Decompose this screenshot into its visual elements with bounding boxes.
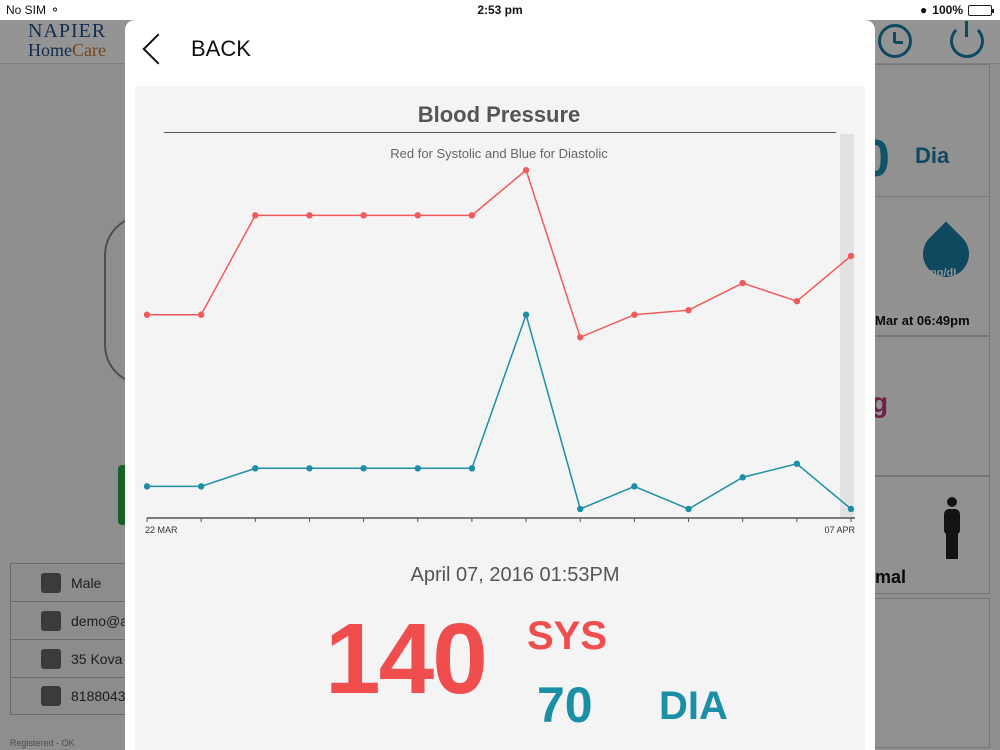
carrier-label: No SIM	[6, 3, 47, 17]
diastolic-point[interactable]	[631, 483, 638, 490]
status-bar: No SIM ⚬ 2:53 pm ● 100%	[0, 0, 1000, 20]
chart-panel: Blood Pressure Red for Systolic and Blue…	[135, 86, 865, 750]
glucose-date: Mar at 06:49pm	[875, 313, 970, 328]
x-tick-label-last: 07 APR	[824, 525, 855, 535]
diastolic-point[interactable]	[360, 465, 367, 472]
systolic-point[interactable]	[847, 252, 855, 260]
home-icon	[41, 648, 61, 669]
systolic-point[interactable]	[197, 311, 205, 318]
diastolic-point[interactable]	[197, 483, 205, 490]
profile-row-address: 35 Kova	[10, 639, 128, 677]
diastolic-point[interactable]	[685, 505, 692, 513]
chart-title: Blood Pressure	[417, 102, 581, 127]
diastolic-point[interactable]	[468, 465, 476, 472]
diastolic-label: DIA	[659, 684, 728, 728]
back-button[interactable]: BACK	[139, 33, 251, 65]
glucose-unit: mg/dL	[927, 267, 960, 279]
glucose-card[interactable]: mg/dL Mar at 06:49pm	[874, 196, 990, 336]
systolic-point[interactable]	[577, 334, 584, 341]
systolic-point[interactable]	[739, 279, 746, 287]
systolic-point[interactable]	[252, 212, 259, 219]
diastolic-point[interactable]	[739, 474, 746, 481]
dia-digit-partial: 0	[875, 129, 890, 189]
weight-unit-partial: g	[875, 387, 888, 419]
power-icon[interactable]	[950, 21, 984, 58]
chart-subtitle: Red for Systolic and Blue for Diastolic	[390, 146, 608, 161]
systolic-point[interactable]	[360, 212, 367, 219]
napier-logo: NAPIER HomeCare	[28, 20, 107, 60]
reading-datetime: April 07, 2016 01:53PM	[410, 564, 620, 586]
blood-pressure-modal: BACK Blood Pressure Red for Systolic and…	[125, 20, 875, 750]
mail-icon	[41, 610, 61, 631]
systolic-value: 140	[325, 603, 488, 715]
chevron-left-icon	[142, 33, 174, 65]
title-divider	[164, 132, 836, 133]
user-icon	[41, 572, 61, 593]
extra-card[interactable]	[874, 598, 990, 748]
profile-address: 35 Kova	[71, 650, 123, 667]
battery-percent: 100%	[932, 3, 963, 17]
systolic-point[interactable]	[793, 297, 801, 305]
logo-care: Care	[72, 40, 106, 60]
diastolic-point[interactable]	[143, 483, 151, 490]
diastolic-point[interactable]	[414, 465, 421, 472]
profile-phone: 8188043	[71, 688, 126, 704]
logo-line2: HomeCare	[28, 41, 106, 60]
body-card[interactable]: mal	[874, 476, 990, 594]
battery-icon	[968, 4, 994, 16]
history-clock-icon[interactable]	[878, 24, 912, 58]
systolic-point[interactable]	[468, 212, 476, 219]
back-label: BACK	[191, 36, 251, 61]
diastolic-point[interactable]	[793, 460, 801, 467]
diastolic-point[interactable]	[306, 465, 313, 472]
series-group	[143, 166, 855, 513]
registered-note: Registered - OK	[10, 738, 75, 748]
systolic-point[interactable]	[143, 311, 151, 318]
logo-home: Home	[28, 40, 72, 60]
systolic-point[interactable]	[631, 311, 638, 318]
body-icon	[941, 497, 963, 559]
systolic-point[interactable]	[306, 212, 313, 219]
bp-summary-card[interactable]: 0 Dia	[874, 64, 990, 204]
systolic-point[interactable]	[414, 212, 421, 219]
status-right: ● 100%	[920, 3, 994, 17]
diastolic-point[interactable]	[577, 505, 584, 513]
systolic-label: SYS	[527, 614, 608, 658]
diastolic-point[interactable]	[522, 311, 530, 318]
profile-gender: Male	[71, 574, 102, 591]
bp-line-chart[interactable]: 22 MAR 07 APR	[135, 86, 865, 556]
modal-header: BACK	[125, 20, 875, 86]
status-left: No SIM ⚬	[6, 3, 60, 17]
systolic-line	[147, 168, 852, 339]
x-ticks	[146, 518, 852, 522]
diastolic-value: 70	[537, 677, 593, 733]
status-time: 2:53 pm	[477, 3, 523, 17]
x-tick-label-first: 22 MAR	[145, 525, 178, 535]
profile-email: demo@a	[71, 612, 128, 629]
phone-icon	[41, 686, 61, 706]
logo-line1: NAPIER	[28, 20, 107, 42]
rotation-lock-icon: ●	[920, 3, 928, 17]
chart-scroll-indicator	[840, 134, 854, 519]
body-status: mal	[875, 567, 907, 587]
systolic-point[interactable]	[685, 306, 692, 314]
diastolic-point[interactable]	[847, 505, 855, 513]
diastolic-point[interactable]	[252, 465, 259, 472]
systolic-point[interactable]	[522, 166, 530, 174]
diastolic-line	[147, 312, 852, 510]
wifi-icon: ⚬	[50, 3, 61, 17]
profile-row-email: demo@a	[10, 601, 128, 639]
dia-label: Dia	[915, 143, 950, 168]
